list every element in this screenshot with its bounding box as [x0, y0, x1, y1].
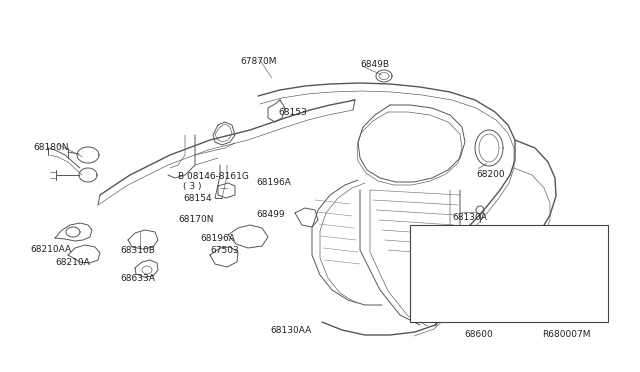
Text: R680007M: R680007M	[542, 330, 591, 339]
Text: 68501: 68501	[462, 232, 491, 241]
Text: 68210A: 68210A	[55, 258, 90, 267]
Text: 68130AA: 68130AA	[270, 326, 311, 335]
Text: 68420HA: 68420HA	[420, 308, 461, 317]
Text: 68600AA: 68600AA	[525, 284, 566, 293]
Text: 68499: 68499	[256, 210, 285, 219]
Text: 67503: 67503	[210, 246, 239, 255]
Text: 68513M: 68513M	[418, 244, 454, 253]
Text: 68420H: 68420H	[530, 234, 565, 243]
Text: 68196A: 68196A	[256, 178, 291, 187]
Text: 68310B: 68310B	[120, 246, 155, 255]
Bar	[410, 225, 608, 322]
Text: 68153: 68153	[278, 108, 307, 117]
Text: 6849B: 6849B	[360, 60, 389, 69]
Text: 68200: 68200	[476, 170, 504, 179]
Text: 68519: 68519	[418, 232, 447, 241]
Text: 24860M: 24860M	[530, 264, 566, 273]
Text: 68154: 68154	[183, 194, 212, 203]
Text: 68170N: 68170N	[178, 215, 214, 224]
Text: 68600: 68600	[464, 330, 493, 339]
Text: 68210AA: 68210AA	[30, 245, 71, 254]
Text: 68196A: 68196A	[414, 280, 449, 289]
Text: B 08146-8161G: B 08146-8161G	[178, 172, 249, 181]
Text: 68600+A: 68600+A	[465, 302, 508, 311]
Text: ( 3 ): ( 3 )	[183, 182, 202, 191]
Text: 67870M: 67870M	[240, 57, 276, 66]
Text: 68633A: 68633A	[120, 274, 155, 283]
Text: 68180N: 68180N	[33, 143, 68, 152]
Text: 68130A: 68130A	[452, 213, 487, 222]
Text: 68196A: 68196A	[200, 234, 235, 243]
